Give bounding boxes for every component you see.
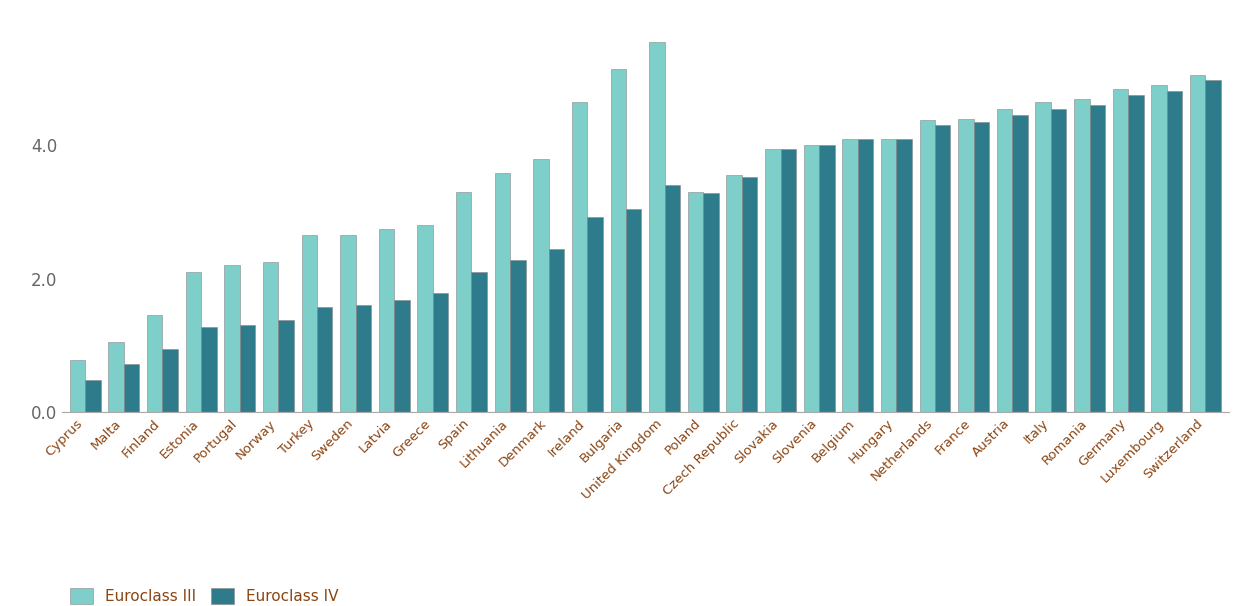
Bar (843, 139, 858, 412)
Bar (146, 315, 163, 412)
Bar (69, 360, 86, 412)
Bar (688, 192, 704, 412)
Bar (781, 149, 795, 412)
Bar (1167, 91, 1183, 412)
Bar (472, 272, 486, 412)
Bar (726, 176, 742, 412)
Bar (455, 192, 472, 412)
Bar (819, 145, 835, 412)
Bar (997, 109, 1013, 412)
Bar (201, 327, 217, 412)
Bar (395, 300, 410, 412)
Bar (433, 293, 448, 412)
Legend: Euroclass III, Euroclass IV: Euroclass III, Euroclass IV (69, 588, 339, 604)
Bar (625, 208, 642, 412)
Bar (704, 193, 719, 412)
Bar (495, 173, 510, 412)
Bar (1190, 75, 1205, 412)
Bar (86, 380, 101, 412)
Bar (1090, 105, 1104, 412)
Bar (549, 248, 565, 412)
Bar (316, 307, 333, 412)
Bar (340, 236, 356, 412)
Bar (958, 119, 974, 412)
Bar (858, 139, 874, 412)
Bar (186, 272, 201, 412)
Bar (1152, 85, 1167, 412)
Bar (804, 145, 819, 412)
Bar (1073, 99, 1090, 412)
Bar (934, 125, 951, 412)
Bar (587, 218, 603, 412)
Bar (124, 364, 139, 412)
Bar (974, 122, 989, 412)
Bar (742, 178, 757, 412)
Bar (1013, 115, 1028, 412)
Bar (263, 262, 278, 412)
Bar (1051, 109, 1066, 412)
Bar (1035, 102, 1051, 412)
Bar (649, 42, 665, 412)
Bar (1113, 89, 1128, 412)
Bar (163, 348, 177, 412)
Bar (1205, 80, 1221, 412)
Bar (611, 69, 625, 412)
Bar (572, 102, 587, 412)
Bar (302, 236, 316, 412)
Bar (510, 260, 526, 412)
Bar (278, 320, 294, 412)
Bar (764, 149, 781, 412)
Bar (379, 228, 395, 412)
Bar (1128, 96, 1144, 412)
Bar (417, 225, 433, 412)
Bar (534, 159, 549, 412)
Bar (356, 305, 371, 412)
Bar (920, 120, 934, 412)
Bar (665, 185, 680, 412)
Bar (896, 139, 912, 412)
Bar (225, 265, 240, 412)
Bar (881, 139, 896, 412)
Bar (108, 342, 124, 412)
Bar (240, 325, 256, 412)
